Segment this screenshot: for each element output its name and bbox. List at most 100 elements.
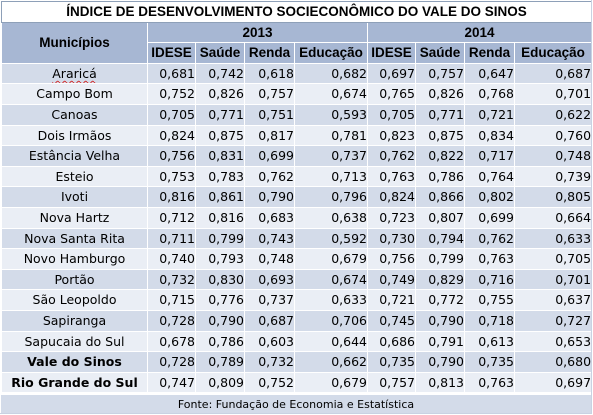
table-row: Sapiranga 0,728 0,790 0,687 0,706 0,745 0,790 0… <box>1 309 593 332</box>
cell-idese-2014: 0,763 <box>367 165 416 188</box>
cell-saude-2014: 0,772 <box>415 289 465 311</box>
cell-renda-2013: 0,687 <box>244 309 295 332</box>
cell-idese-2013: 0,824 <box>147 124 196 147</box>
cell-saude-2013: 0,790 <box>195 309 245 332</box>
cell-educacao-2014: 0,637 <box>513 289 593 311</box>
subheader-renda-2013: Renda <box>244 42 295 64</box>
municipio-label: Nova Hartz <box>39 209 110 225</box>
municipio-label: Esteio <box>55 168 94 184</box>
table-row: Dois Irmãos 0,824 0,875 0,817 0,781 0,823 0,87… <box>1 124 593 147</box>
table-row: Nova Hartz 0,712 0,816 0,683 0,638 0,723 0,807… <box>1 206 593 229</box>
cell-idese-2014: 0,762 <box>367 145 416 167</box>
cell-saude-2013: 0,809 <box>195 371 245 394</box>
cell-idese-2013: 0,705 <box>147 103 196 126</box>
municipio-label: Nova Santa Rita <box>24 230 125 246</box>
municipio-label: Araricá <box>52 65 97 81</box>
cell-educacao-2014: 0,705 <box>513 248 593 270</box>
title-row: ÍNDICE DE DESENVOLVIMENTO SOCIECONÔMICO … <box>0 1 593 23</box>
year-header-row: Municípios 2013 2014 <box>1 21 593 64</box>
table-row: Vale do Sinos 0,728 0,789 0,732 0,662 0,735 0,… <box>1 351 593 373</box>
subheader-idese-2014: IDESE <box>367 42 416 64</box>
cell-educacao-2013: 0,706 <box>294 309 368 332</box>
cell-saude-2013: 0,799 <box>195 227 245 250</box>
cell-renda-2013: 0,618 <box>244 62 295 85</box>
cell-educacao-2014: 0,687 <box>513 62 593 85</box>
municipio-name: Sapucaia do Sul <box>1 330 148 353</box>
cell-renda-2014: 0,613 <box>464 330 515 353</box>
subheader-row: IDESE Saúde Renda Educação IDESE Saúde R… <box>2 42 593 64</box>
cell-saude-2014: 0,794 <box>415 227 465 250</box>
municipio-name: Nova Santa Rita <box>1 227 148 250</box>
cell-educacao-2013: 0,644 <box>294 330 368 353</box>
municipio-name: Campo Bom <box>1 83 148 105</box>
cell-educacao-2014: 0,739 <box>513 165 593 188</box>
cell-saude-2014: 0,799 <box>415 248 465 270</box>
year-header-2013: 2013 <box>147 21 368 44</box>
subheader-saude-2013: Saúde <box>195 42 245 64</box>
cell-renda-2013: 0,790 <box>244 186 295 208</box>
municipio-name: Sapiranga <box>1 309 148 332</box>
cell-educacao-2013: 0,682 <box>294 62 368 85</box>
municipio-label: Campo Bom <box>36 86 113 102</box>
cell-idese-2013: 0,678 <box>147 330 196 353</box>
cell-idese-2013: 0,753 <box>147 165 196 188</box>
table-row: Nova Santa Rita 0,711 0,799 0,743 0,592 0,730… <box>1 227 593 250</box>
cell-saude-2013: 0,793 <box>195 248 245 270</box>
cell-educacao-2013: 0,674 <box>294 268 368 291</box>
cell-saude-2014: 0,826 <box>415 83 465 105</box>
cell-renda-2013: 0,757 <box>244 83 295 105</box>
cell-saude-2013: 0,776 <box>195 289 245 311</box>
cell-educacao-2014: 0,664 <box>513 206 593 229</box>
table-title: ÍNDICE DE DESENVOLVIMENTO SOCIECONÔMICO … <box>0 1 593 23</box>
cell-saude-2013: 0,786 <box>195 330 245 353</box>
cell-renda-2014: 0,768 <box>464 83 515 105</box>
cell-idese-2014: 0,745 <box>367 309 416 332</box>
cell-idese-2014: 0,765 <box>367 83 416 105</box>
table-row: Canoas 0,705 0,771 0,751 0,593 0,705 0,771 0,72… <box>1 103 593 126</box>
cell-saude-2013: 0,875 <box>195 124 245 147</box>
cell-saude-2014: 0,875 <box>415 124 465 147</box>
municipio-name: Nova Hartz <box>1 206 148 229</box>
cell-renda-2013: 0,683 <box>244 206 295 229</box>
cell-idese-2014: 0,824 <box>367 186 416 208</box>
cell-saude-2014: 0,790 <box>415 309 465 332</box>
table-row: Esteio 0,753 0,783 0,762 0,713 0,763 0,786 0,76… <box>1 165 593 188</box>
municipio-label: Sapiranga <box>42 312 107 328</box>
cell-idese-2014: 0,723 <box>367 206 416 229</box>
cell-educacao-2014: 0,653 <box>513 330 593 353</box>
table-row: Novo Hamburgo 0,740 0,793 0,748 0,679 0,756 0,… <box>1 248 593 270</box>
municipio-name: Araricá <box>1 62 148 85</box>
cell-idese-2014: 0,686 <box>367 330 416 353</box>
cell-renda-2014: 0,755 <box>464 289 515 311</box>
municipio-name: Novo Hamburgo <box>1 248 148 270</box>
cell-saude-2014: 0,757 <box>415 62 465 85</box>
cell-saude-2014: 0,813 <box>415 371 465 394</box>
cell-renda-2013: 0,751 <box>244 103 295 126</box>
table-row: Sapucaia do Sul 0,678 0,786 0,603 0,644 0,686… <box>1 330 593 353</box>
cell-educacao-2014: 0,727 <box>513 309 593 332</box>
municipio-label: Estância Velha <box>28 148 121 164</box>
cell-renda-2014: 0,716 <box>464 268 515 291</box>
cell-idese-2013: 0,711 <box>147 227 196 250</box>
cell-renda-2013: 0,693 <box>244 268 295 291</box>
cell-renda-2013: 0,699 <box>244 145 295 167</box>
cell-saude-2013: 0,861 <box>195 186 245 208</box>
source-note: Fonte: Fundação de Economia e Estatístic… <box>1 395 591 414</box>
municipio-label: Ivoti <box>60 189 89 205</box>
idese-table: ÍNDICE DE DESENVOLVIMENTO SOCIECONÔMICO … <box>0 1 593 394</box>
cell-saude-2014: 0,822 <box>415 145 465 167</box>
cell-educacao-2014: 0,805 <box>513 186 593 208</box>
municipios-header: Municípios <box>1 21 148 64</box>
cell-educacao-2013: 0,633 <box>294 289 368 311</box>
municipio-label: Vale do Sinos <box>27 354 122 370</box>
municipio-label: Sapucaia do Sul <box>24 333 125 349</box>
cell-educacao-2013: 0,796 <box>294 186 368 208</box>
municipio-name: Ivoti <box>1 186 148 208</box>
cell-educacao-2014: 0,697 <box>513 371 593 394</box>
cell-renda-2014: 0,763 <box>464 248 515 270</box>
cell-renda-2013: 0,762 <box>244 165 295 188</box>
cell-idese-2013: 0,728 <box>147 351 196 373</box>
cell-educacao-2014: 0,633 <box>513 227 593 250</box>
cell-educacao-2013: 0,679 <box>294 371 368 394</box>
cell-idese-2014: 0,705 <box>367 103 416 126</box>
